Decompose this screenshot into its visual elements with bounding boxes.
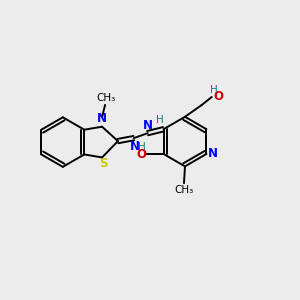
Text: CH₃: CH₃	[174, 185, 194, 195]
Text: N: N	[97, 112, 107, 125]
Text: N: N	[208, 148, 218, 160]
Text: N: N	[130, 140, 140, 152]
Text: N: N	[143, 119, 153, 132]
Text: H: H	[210, 85, 218, 95]
Text: H: H	[138, 142, 146, 152]
Text: O: O	[214, 91, 224, 103]
Text: O: O	[137, 148, 147, 161]
Text: CH₃: CH₃	[96, 93, 116, 103]
Text: H: H	[156, 115, 164, 125]
Text: S: S	[99, 157, 107, 170]
